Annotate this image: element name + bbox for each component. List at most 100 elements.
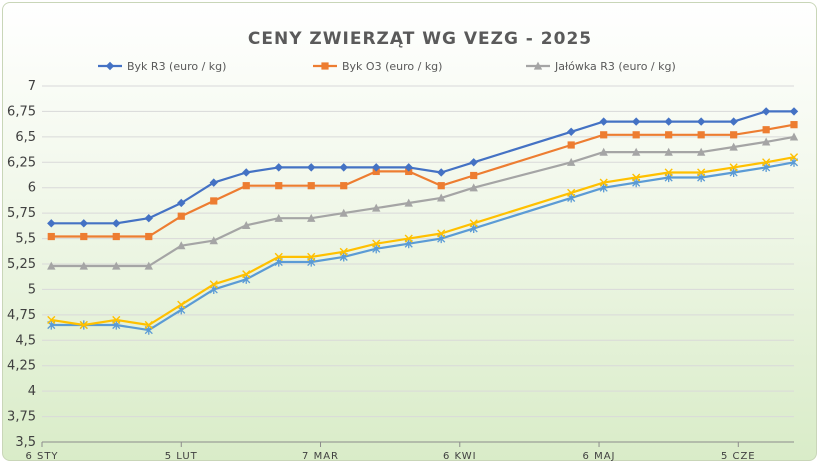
- legend-swatch-marker: [321, 62, 329, 70]
- legend-swatch-marker: [533, 61, 543, 70]
- data-point: [275, 182, 283, 190]
- data-point: [730, 131, 738, 139]
- data-point: [599, 178, 608, 187]
- data-point: [631, 147, 641, 156]
- data-point: [372, 239, 381, 248]
- data-point: [209, 236, 218, 245]
- data-point: [567, 141, 575, 149]
- series-line: [51, 156, 795, 327]
- data-point: [789, 132, 799, 141]
- data-point: [47, 261, 56, 270]
- data-point: [47, 315, 56, 325]
- data-point: [470, 171, 478, 180]
- data-point: [144, 261, 153, 270]
- x-tick-label: 5 LUT: [165, 451, 198, 462]
- data-point: [697, 131, 705, 139]
- x-tick-label: 6 KWI: [443, 451, 477, 462]
- data-point: [729, 163, 738, 172]
- data-point: [47, 232, 55, 241]
- data-point: [404, 234, 413, 243]
- data-point: [242, 220, 251, 229]
- data-point: [209, 280, 218, 289]
- legend-label: Jałówka R3 (euro / kg): [554, 60, 676, 73]
- y-tick-label: 7: [28, 79, 36, 94]
- series-line: [51, 135, 795, 268]
- data-point: [631, 117, 641, 126]
- data-point: [177, 198, 186, 208]
- x-tick-label: 6 MAJ: [583, 451, 616, 462]
- data-point: [665, 131, 673, 139]
- y-tick-label: 5,5: [15, 232, 36, 247]
- data-point: [762, 158, 771, 167]
- y-tick-label: 4,25: [7, 359, 36, 374]
- data-point: [632, 173, 641, 182]
- data-point: [664, 168, 673, 177]
- data-point: [79, 320, 88, 330]
- series-group: [47, 107, 799, 335]
- data-point: [339, 247, 348, 256]
- data-point: [112, 232, 120, 241]
- data-point: [437, 168, 446, 177]
- data-point: [437, 193, 446, 202]
- data-point: [307, 163, 316, 172]
- data-point: [790, 121, 798, 129]
- data-point: [242, 182, 250, 190]
- y-tick-label: 4,5: [15, 333, 36, 348]
- y-tick-label: 4,75: [7, 308, 36, 323]
- data-point: [566, 157, 576, 166]
- data-point: [599, 117, 608, 126]
- x-axis-ticks: 6 STY 5 LUT 7 MAR 6 KWI 6 MAJ 5 CZE: [25, 451, 756, 462]
- series-line: [51, 123, 795, 238]
- x-tick-label: 6 STY: [25, 451, 58, 462]
- data-point: [177, 241, 186, 250]
- data-point: [599, 147, 608, 156]
- data-point: [177, 212, 185, 220]
- data-point: [372, 163, 381, 172]
- data-point: [469, 158, 478, 167]
- data-point: [404, 163, 413, 172]
- data-point: [789, 107, 799, 116]
- data-point: [307, 252, 316, 261]
- y-axis-ticks: 3,5 3,75 4 4,25 4,5 4,75 5 5,25 5,5 5,75 6 6,25 6,5 6…: [7, 79, 36, 450]
- y-tick-label: 6,25: [7, 155, 36, 170]
- y-tick-label: 6,75: [7, 104, 36, 119]
- data-point: [696, 117, 706, 126]
- data-point: [145, 232, 153, 241]
- chart-title: CENY ZWIERZĄT WG VEZG - 2025: [248, 29, 592, 49]
- series-line: [51, 110, 794, 225]
- data-point: [600, 131, 608, 139]
- data-point: [79, 219, 88, 228]
- y-tick-label: 3,5: [15, 435, 36, 450]
- data-point: [696, 147, 706, 156]
- data-point: [274, 252, 283, 261]
- x-tick-label: 5 CZE: [721, 451, 756, 462]
- data-point: [761, 107, 771, 116]
- data-point: [307, 182, 315, 190]
- y-tick-label: 6,5: [15, 130, 36, 145]
- data-point: [112, 315, 121, 325]
- data-point: [664, 147, 673, 156]
- data-point: [307, 213, 316, 222]
- x-tick-label: 7 MAR: [302, 451, 339, 462]
- data-point: [339, 163, 348, 172]
- data-point: [242, 168, 251, 177]
- chart-frame: [2, 2, 817, 461]
- data-point: [437, 229, 446, 238]
- y-tick-label: 5,25: [7, 257, 36, 272]
- data-point: [47, 219, 56, 228]
- legend-label: Byk R3 (euro / kg): [127, 60, 226, 73]
- data-point: [80, 232, 88, 241]
- data-point: [242, 270, 251, 279]
- gridlines: [42, 85, 794, 443]
- data-point: [210, 197, 218, 205]
- data-point: [437, 182, 445, 190]
- data-point: [112, 219, 121, 228]
- data-point: [274, 213, 283, 222]
- y-tick-label: 3,75: [7, 410, 36, 425]
- data-point: [144, 214, 153, 223]
- data-point: [632, 131, 640, 139]
- y-tick-label: 6: [28, 181, 36, 196]
- legend-label: Byk O3 (euro / kg): [342, 60, 442, 73]
- data-point: [274, 163, 283, 172]
